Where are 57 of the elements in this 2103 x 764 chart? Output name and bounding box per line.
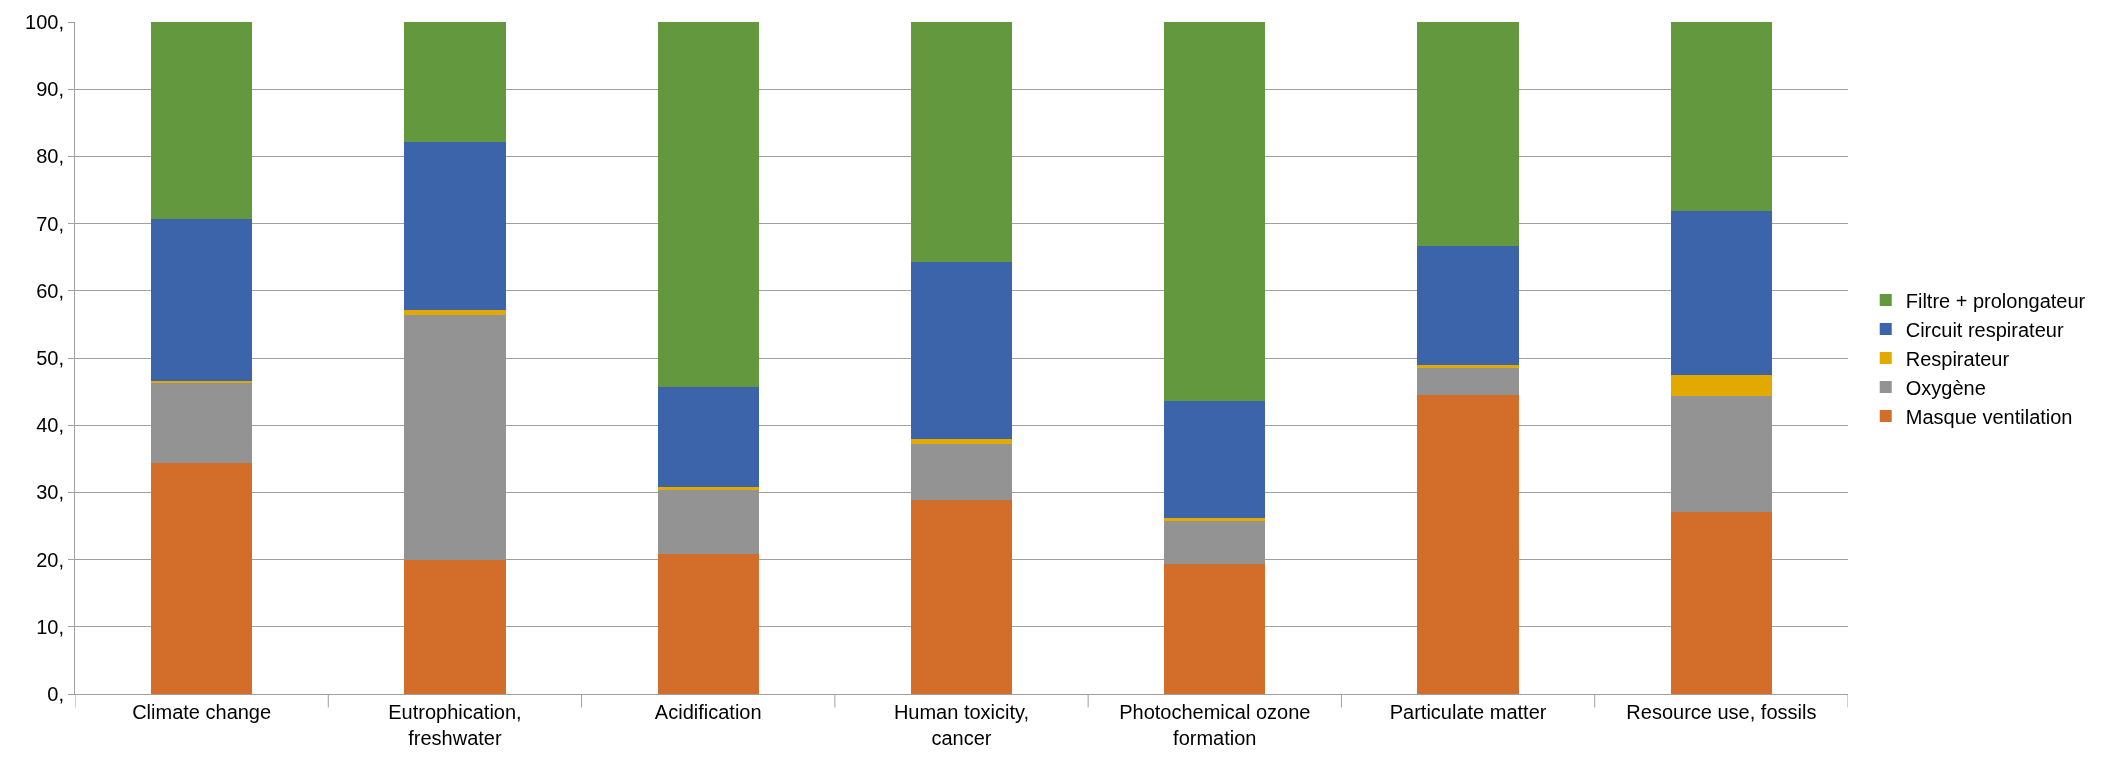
y-tick-label: 100,: [25, 11, 64, 33]
bar: [1670, 210, 1773, 376]
x-tick-label: Human toxicity, cancer: [893, 701, 1030, 749]
legend-label: Circuit respirateur: [1905, 318, 2064, 341]
y-tick-label: 90,: [36, 78, 64, 101]
y-tick-label: 30,: [36, 481, 64, 504]
bar: [150, 218, 253, 381]
legend-label: Oxygène: [1905, 376, 1986, 399]
x-tick-label: Climate change: [132, 701, 272, 723]
x-tick-label: Particulate matter: [1389, 701, 1547, 723]
bar: [404, 142, 506, 311]
y-tick-label: 20,: [36, 548, 64, 571]
bar: [150, 462, 253, 694]
x-tick-label: Resource use, fossils: [1626, 701, 1817, 723]
bar: [910, 22, 1013, 262]
bar: [404, 559, 506, 694]
y-tick-label: 80,: [36, 145, 64, 168]
legend-label: Masque ventilation: [1905, 405, 2073, 428]
bar: [910, 261, 1013, 439]
bar: [150, 22, 253, 219]
bar: [1164, 517, 1266, 521]
bar: [1164, 22, 1266, 402]
bar: [1417, 394, 1519, 694]
bar: [657, 22, 759, 387]
y-tick-label: 50,: [36, 347, 64, 369]
bar: [1670, 22, 1773, 211]
bar: [910, 438, 1013, 445]
y-tick-label: 60,: [36, 279, 64, 302]
y-tick-label: 10,: [36, 615, 64, 638]
bar: [1417, 364, 1519, 369]
legend-label: Respirateur: [1905, 347, 2010, 370]
bar: [657, 386, 759, 488]
bar: [1417, 246, 1519, 365]
x-tick-label: Photochemical ozone formation: [1119, 701, 1311, 749]
y-tick-label: 40,: [36, 414, 64, 437]
bar: [1164, 520, 1266, 564]
bar: [910, 444, 1013, 500]
bar: [910, 499, 1013, 694]
bar: [404, 22, 506, 143]
bar: [1164, 563, 1266, 694]
x-tick-label: Acidification: [654, 701, 762, 723]
bar: [1670, 396, 1773, 512]
bar: [150, 380, 253, 383]
y-tick-label: 0,: [47, 683, 64, 705]
bar: [1670, 375, 1773, 397]
legend-label: Filtre + prolongateur: [1905, 289, 2086, 312]
bar: [1417, 22, 1519, 247]
bar: [404, 314, 506, 560]
x-tick-label: Eutrophication, freshwater: [388, 701, 522, 749]
bar: [657, 553, 759, 694]
bar: [1417, 368, 1519, 395]
bar: [404, 310, 506, 315]
y-tick-label: 70,: [36, 212, 64, 235]
bar: [657, 490, 759, 554]
bar: [150, 382, 253, 463]
bar: [1164, 401, 1266, 518]
bar: [1670, 511, 1773, 694]
